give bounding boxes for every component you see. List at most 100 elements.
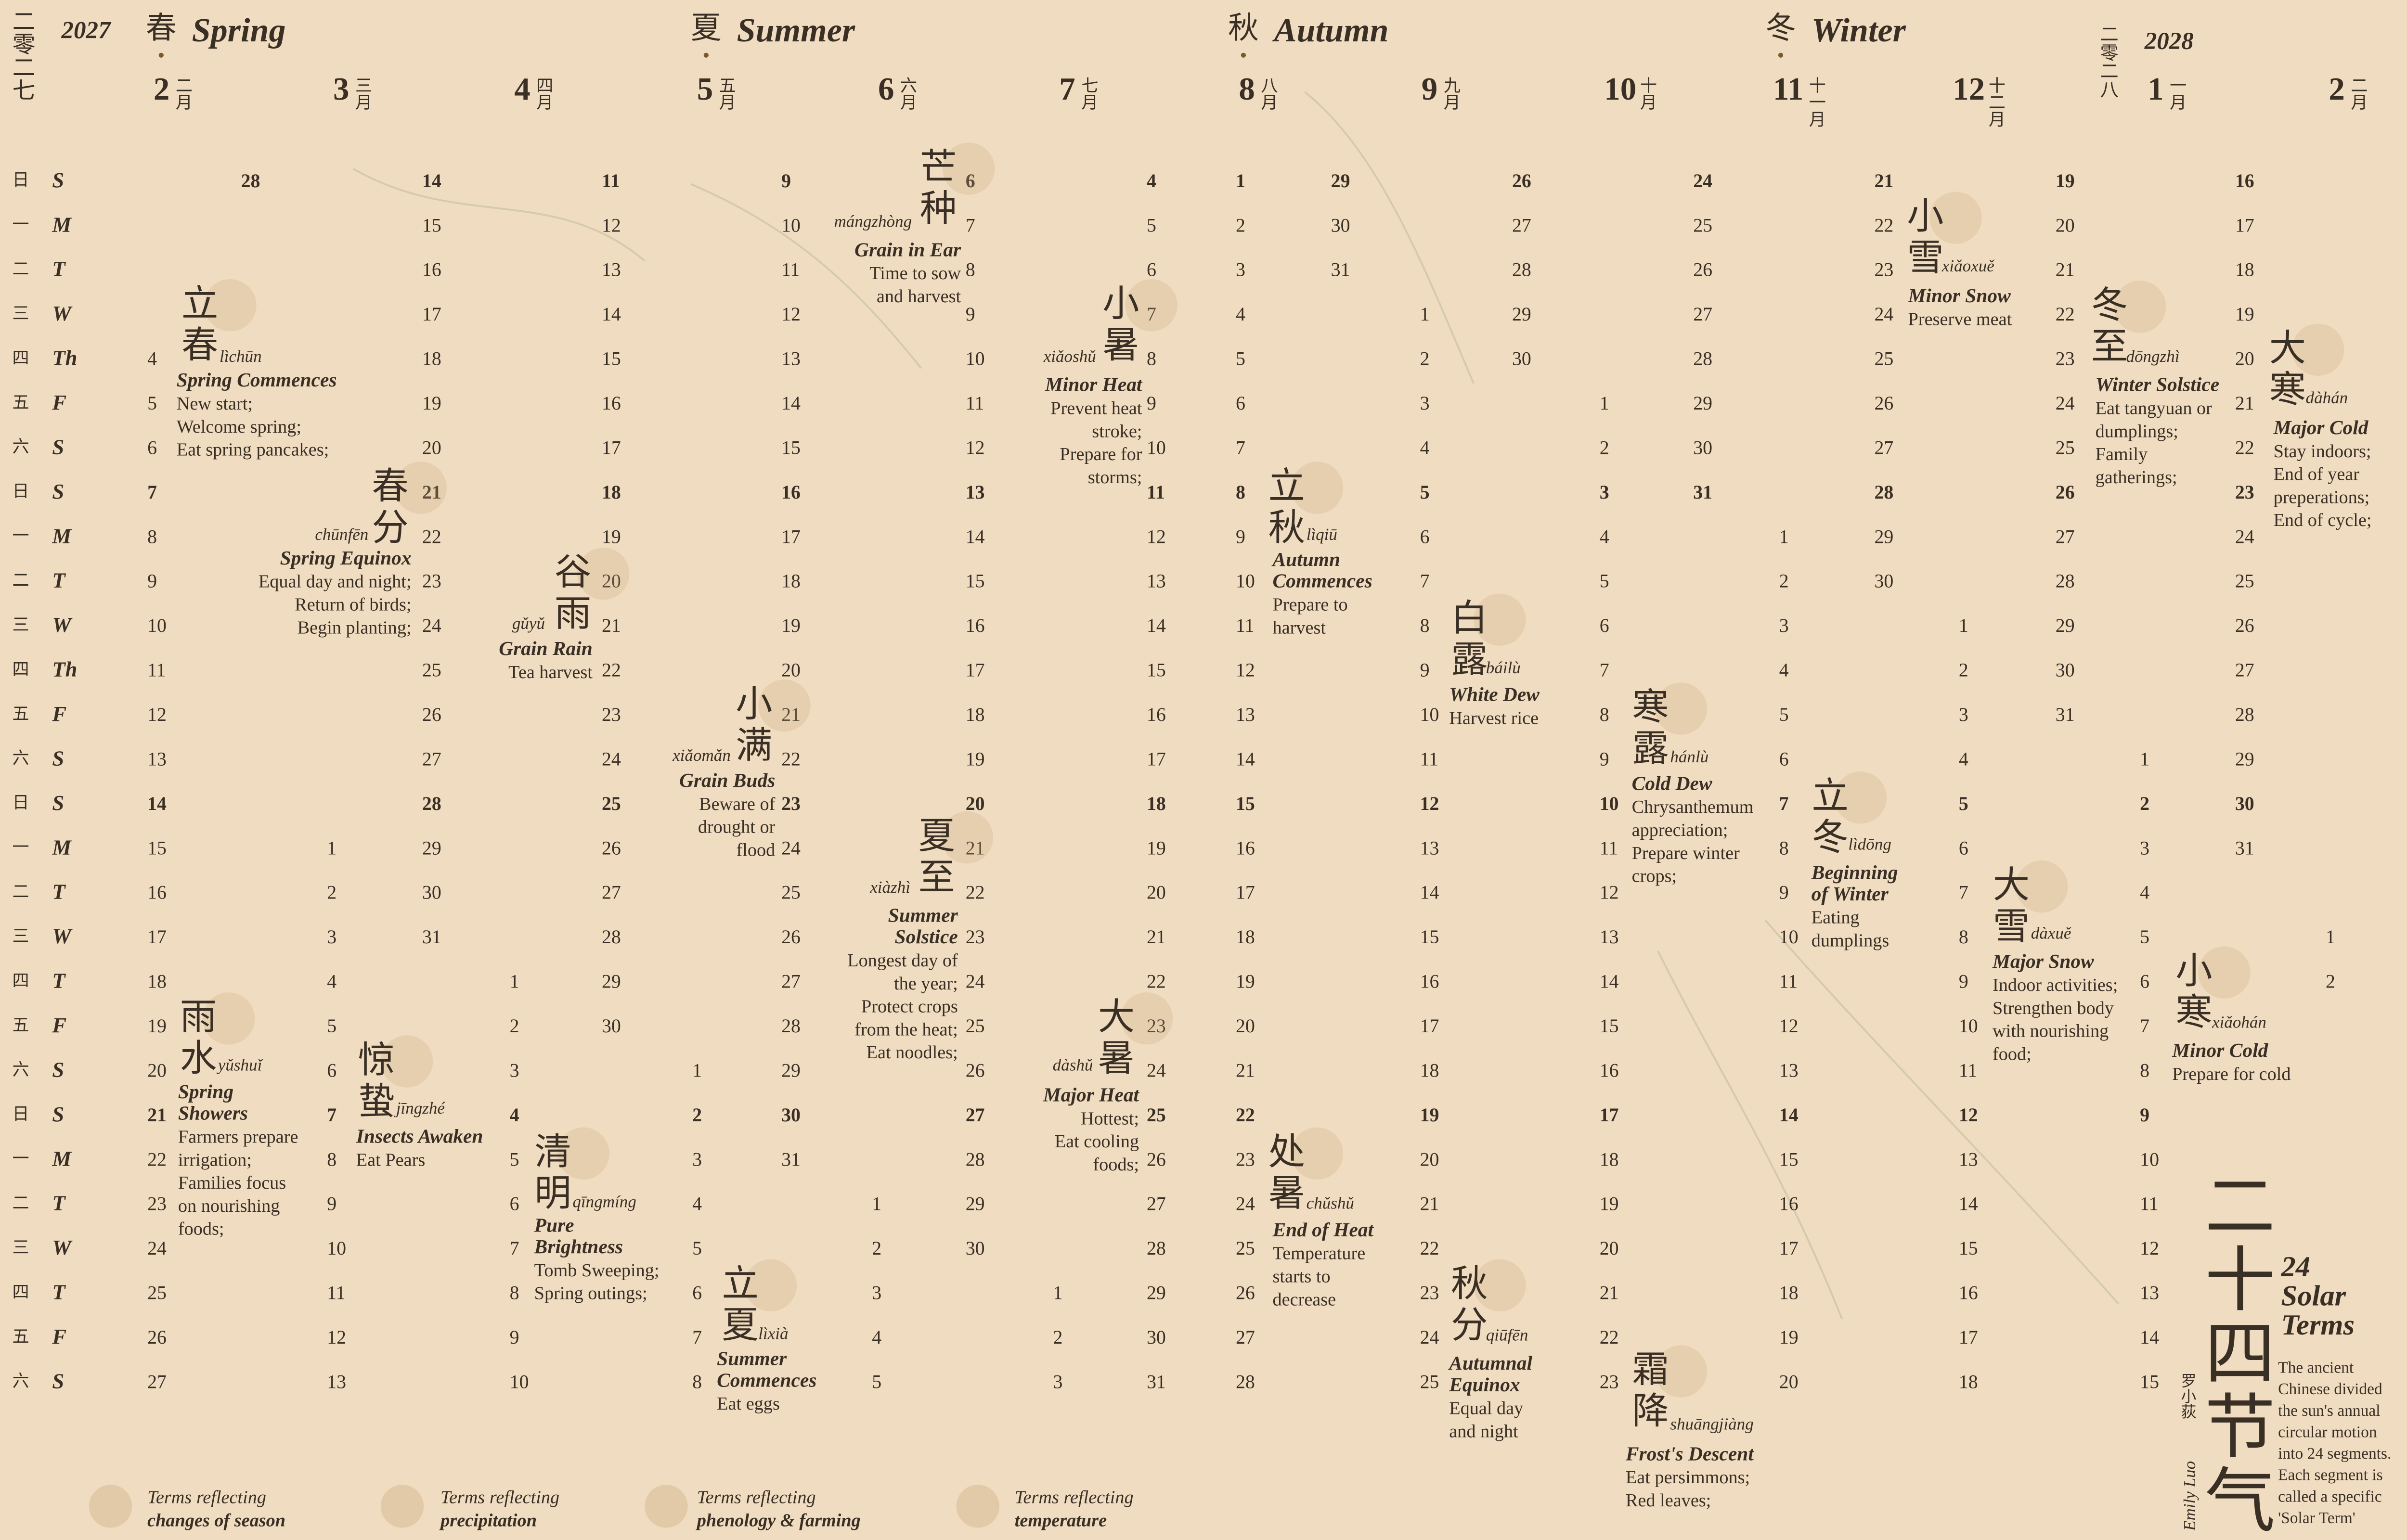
- term-name: Solstice: [895, 925, 958, 948]
- day-number: 18: [602, 481, 621, 503]
- day-number: 23: [1600, 1371, 1619, 1392]
- term-name: Spring Commences: [177, 369, 337, 391]
- day-number: 9: [781, 170, 791, 192]
- year-cn: 二零二八: [2097, 25, 2118, 98]
- month-number: 7: [1059, 71, 1075, 107]
- day-number: 28: [241, 170, 260, 192]
- day-number: 25: [1874, 348, 1893, 370]
- day-number: 16: [966, 615, 985, 636]
- day-number: 25: [1236, 1237, 1255, 1259]
- day-number: 22: [147, 1148, 167, 1170]
- day-number: 12: [1600, 882, 1619, 903]
- term-name: Cold Dew: [1632, 772, 1712, 794]
- day-number: 17: [1420, 1015, 1439, 1037]
- term-cn: 大雪: [1987, 865, 2028, 948]
- term-cn: 秋分: [1446, 1264, 1487, 1347]
- month-number: 4: [514, 71, 530, 107]
- day-number: 20: [602, 570, 621, 592]
- term-cn: 春分: [366, 466, 407, 549]
- term-note: drought or: [698, 817, 776, 837]
- day-number: 15: [1600, 1015, 1619, 1037]
- day-number: 7: [1420, 570, 1430, 592]
- day-number: 6: [1779, 748, 1789, 770]
- day-number: 9: [1959, 971, 1968, 992]
- day-number: 30: [1693, 436, 1712, 458]
- term-note: on nourishing: [178, 1196, 280, 1216]
- title-en: Solar: [2281, 1280, 2347, 1312]
- term-icon: [1120, 992, 1173, 1045]
- weekday-cn: 五: [13, 705, 29, 723]
- title-description: called a specific: [2278, 1488, 2382, 1505]
- term-name: Brightness: [534, 1235, 623, 1258]
- day-number: 14: [1959, 1193, 1978, 1215]
- day-number: 9: [1600, 748, 1609, 770]
- day-number: 29: [1512, 303, 1531, 325]
- day-number: 10: [1779, 926, 1799, 948]
- day-number: 7: [1236, 436, 1245, 458]
- term-icon: [1834, 771, 1887, 824]
- day-number: 8: [2140, 1059, 2149, 1081]
- day-number: 6: [327, 1059, 336, 1081]
- term-note: Farmers prepare: [178, 1127, 298, 1147]
- term-note: Tea harvest: [508, 662, 593, 682]
- day-number: 30: [1874, 570, 1893, 592]
- season-en: Winter: [1812, 12, 1906, 49]
- day-number: 23: [1874, 259, 1893, 281]
- day-number: 7: [327, 1104, 336, 1126]
- day-number: 14: [966, 526, 985, 547]
- term-note: Eat Pears: [356, 1150, 425, 1170]
- day-number: 20: [147, 1059, 167, 1081]
- day-number: 9: [2140, 1104, 2149, 1126]
- term-note: decrease: [1272, 1289, 1336, 1309]
- day-number: 8: [1420, 615, 1430, 636]
- term-icon: [758, 679, 811, 732]
- day-number: 10: [1600, 793, 1619, 814]
- weekday-cn: 一: [13, 215, 29, 234]
- day-number: 10: [327, 1237, 346, 1259]
- day-number: 28: [2235, 704, 2254, 725]
- day-number: 10: [781, 214, 801, 236]
- day-number: 27: [781, 971, 801, 992]
- day-number: 13: [966, 481, 985, 503]
- day-number: 12: [1147, 526, 1166, 547]
- day-number: 19: [2056, 170, 2075, 192]
- day-number: 19: [147, 1015, 167, 1037]
- day-number: 24: [2056, 392, 2075, 414]
- title-description: The ancient: [2278, 1359, 2354, 1377]
- day-number: 25: [966, 1015, 985, 1037]
- month-cn: 十一月: [1807, 77, 1825, 127]
- title-cn: 二十四节气: [2194, 1169, 2273, 1537]
- day-number: 11: [1959, 1059, 1977, 1081]
- day-number: 5: [1779, 704, 1789, 725]
- day-number: 11: [1236, 615, 1254, 636]
- day-number: 21: [422, 481, 441, 503]
- season-dot: [1778, 52, 1784, 58]
- season-dot: [703, 52, 709, 58]
- day-number: 4: [872, 1326, 881, 1348]
- day-number: 6: [1600, 615, 1609, 636]
- term-icon: [2015, 860, 2068, 913]
- day-number: 6: [510, 1193, 519, 1215]
- term-note: and harvest: [877, 286, 961, 307]
- term-note: storms;: [1088, 467, 1142, 488]
- day-number: 31: [1693, 481, 1712, 503]
- term-note: Prepare winter: [1632, 843, 1740, 863]
- day-number: 4: [327, 971, 336, 992]
- weekday-en: W: [52, 613, 73, 637]
- day-number: 11: [327, 1282, 345, 1304]
- term-note: from the heat;: [854, 1019, 958, 1040]
- day-number: 13: [2140, 1282, 2159, 1304]
- day-number: 31: [422, 926, 441, 948]
- legend-text: Terms reflecting: [440, 1488, 559, 1508]
- day-number: 24: [1236, 1193, 1255, 1215]
- term-note: foods;: [1093, 1155, 1139, 1175]
- term-note: gatherings;: [2096, 467, 2177, 488]
- day-number: 24: [602, 748, 621, 770]
- term-name: Equinox: [1449, 1373, 1520, 1396]
